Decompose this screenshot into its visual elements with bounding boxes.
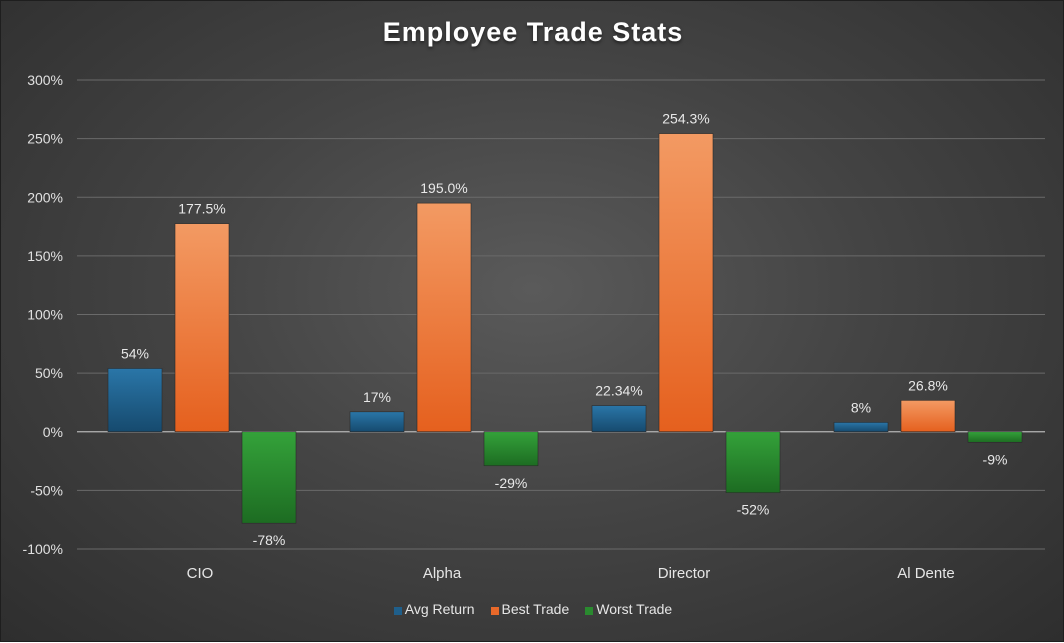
data-label: 17% <box>363 389 391 405</box>
y-tick-label: 300% <box>27 72 63 88</box>
bar-best-trade <box>174 223 230 433</box>
bar-worst-trade <box>483 431 539 467</box>
data-label: 177.5% <box>178 201 225 217</box>
data-label: 54% <box>121 345 149 361</box>
legend-swatch-worst-trade <box>585 606 594 615</box>
x-category-label: CIO <box>187 565 214 582</box>
chart-title: Employee Trade Stats <box>382 17 684 47</box>
y-tick-label: 200% <box>27 189 63 205</box>
bar-worst-trade <box>725 431 781 494</box>
legend-item-worst-trade: Worst Trade <box>585 601 672 617</box>
data-label: 254.3% <box>662 111 709 127</box>
x-category-label: Director <box>658 565 711 582</box>
legend-swatch-best-trade <box>490 606 499 615</box>
legend-swatch-avg-return <box>393 606 402 615</box>
bar-avg-return <box>349 411 405 433</box>
legend-label-best-trade: Best Trade <box>501 601 570 617</box>
y-tick-label: -50% <box>30 482 63 498</box>
data-label: -9% <box>983 451 1008 467</box>
legend-label-worst-trade: Worst Trade <box>596 601 673 617</box>
data-label: -52% <box>737 502 770 518</box>
x-category-label: Alpha <box>423 565 462 582</box>
y-tick-label: 50% <box>35 365 63 381</box>
legend-item-avg-return: Avg Return <box>393 601 475 617</box>
bar-worst-trade <box>241 431 297 524</box>
bar-avg-return <box>107 368 163 433</box>
bar-avg-return <box>833 422 889 433</box>
x-category-label: Al Dente <box>897 565 955 582</box>
legend-item-best-trade: Best Trade <box>490 601 570 617</box>
bar-best-trade <box>900 400 956 433</box>
bar-best-trade <box>416 202 472 433</box>
legend: Avg Return Best Trade Worst Trade <box>1 601 1064 617</box>
y-tick-label: 100% <box>27 307 63 323</box>
y-tick-label: 0% <box>43 424 63 440</box>
y-tick-label: 150% <box>27 248 63 264</box>
bar-avg-return <box>591 405 647 433</box>
y-tick-label: -100% <box>23 541 63 557</box>
data-label: -29% <box>495 475 528 491</box>
data-label: 195.0% <box>420 180 467 196</box>
data-label: 8% <box>851 399 871 415</box>
data-label: 26.8% <box>908 377 948 393</box>
data-label: -78% <box>253 532 286 548</box>
data-label: 22.34% <box>595 383 642 399</box>
y-tick-label: 250% <box>27 131 63 147</box>
bar-best-trade <box>658 133 714 433</box>
legend-label-avg-return: Avg Return <box>404 601 475 617</box>
bar-worst-trade <box>967 431 1023 443</box>
